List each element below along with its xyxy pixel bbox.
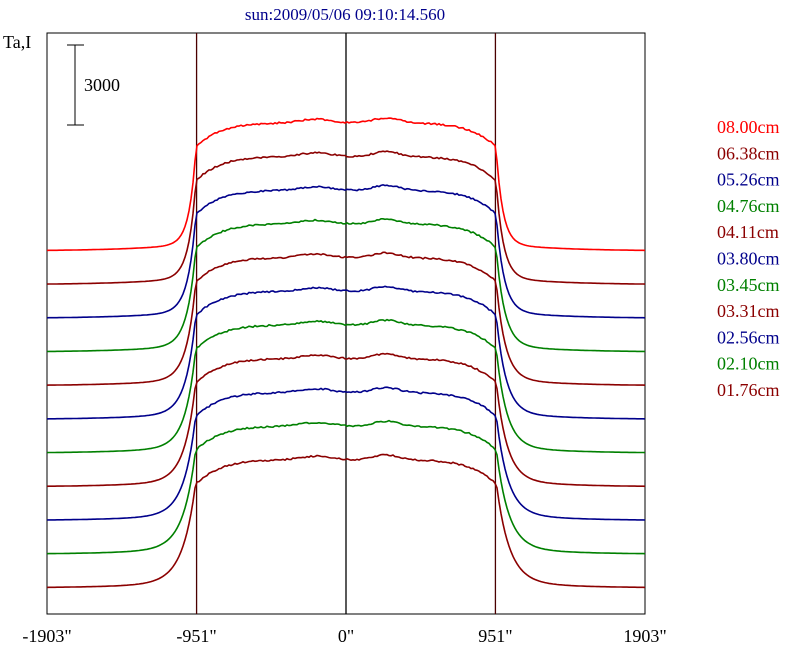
series-line bbox=[46, 251, 646, 386]
series-line bbox=[46, 285, 646, 420]
x-tick-label: -1903" bbox=[22, 626, 71, 646]
series-line bbox=[46, 419, 646, 555]
x-tick-label: 951" bbox=[478, 626, 512, 646]
legend-entry: 01.76cm bbox=[717, 380, 780, 400]
chart-title: sun:2009/05/06 09:10:14.560 bbox=[245, 5, 445, 24]
series-line bbox=[46, 150, 646, 285]
legend-entry: 06.38cm bbox=[717, 143, 780, 163]
series-line bbox=[46, 386, 646, 521]
legend-entry: 08.00cm bbox=[717, 117, 780, 137]
legend-entry: 03.45cm bbox=[717, 275, 780, 295]
series-line bbox=[46, 453, 646, 589]
series-line bbox=[46, 318, 646, 454]
x-tick-label: 0" bbox=[338, 626, 354, 646]
y-axis-label: Ta,I bbox=[3, 32, 31, 52]
x-tick-label: -951" bbox=[176, 626, 216, 646]
scale-bar bbox=[67, 44, 84, 126]
legend-entry: 03.80cm bbox=[717, 249, 780, 269]
legend-entry: 03.31cm bbox=[717, 301, 780, 321]
legend-entry: 02.56cm bbox=[717, 327, 780, 347]
legend-entry: 05.26cm bbox=[717, 170, 780, 190]
legend-entry: 04.76cm bbox=[717, 196, 780, 216]
series-line bbox=[46, 352, 646, 488]
series-line bbox=[46, 117, 646, 252]
series-line bbox=[46, 183, 646, 319]
series-line bbox=[46, 218, 646, 353]
legend-entry: 04.11cm bbox=[717, 222, 779, 242]
scale-bar-label: 3000 bbox=[84, 75, 120, 95]
legend-entry: 02.10cm bbox=[717, 354, 780, 374]
x-tick-label: 1903" bbox=[623, 626, 666, 646]
